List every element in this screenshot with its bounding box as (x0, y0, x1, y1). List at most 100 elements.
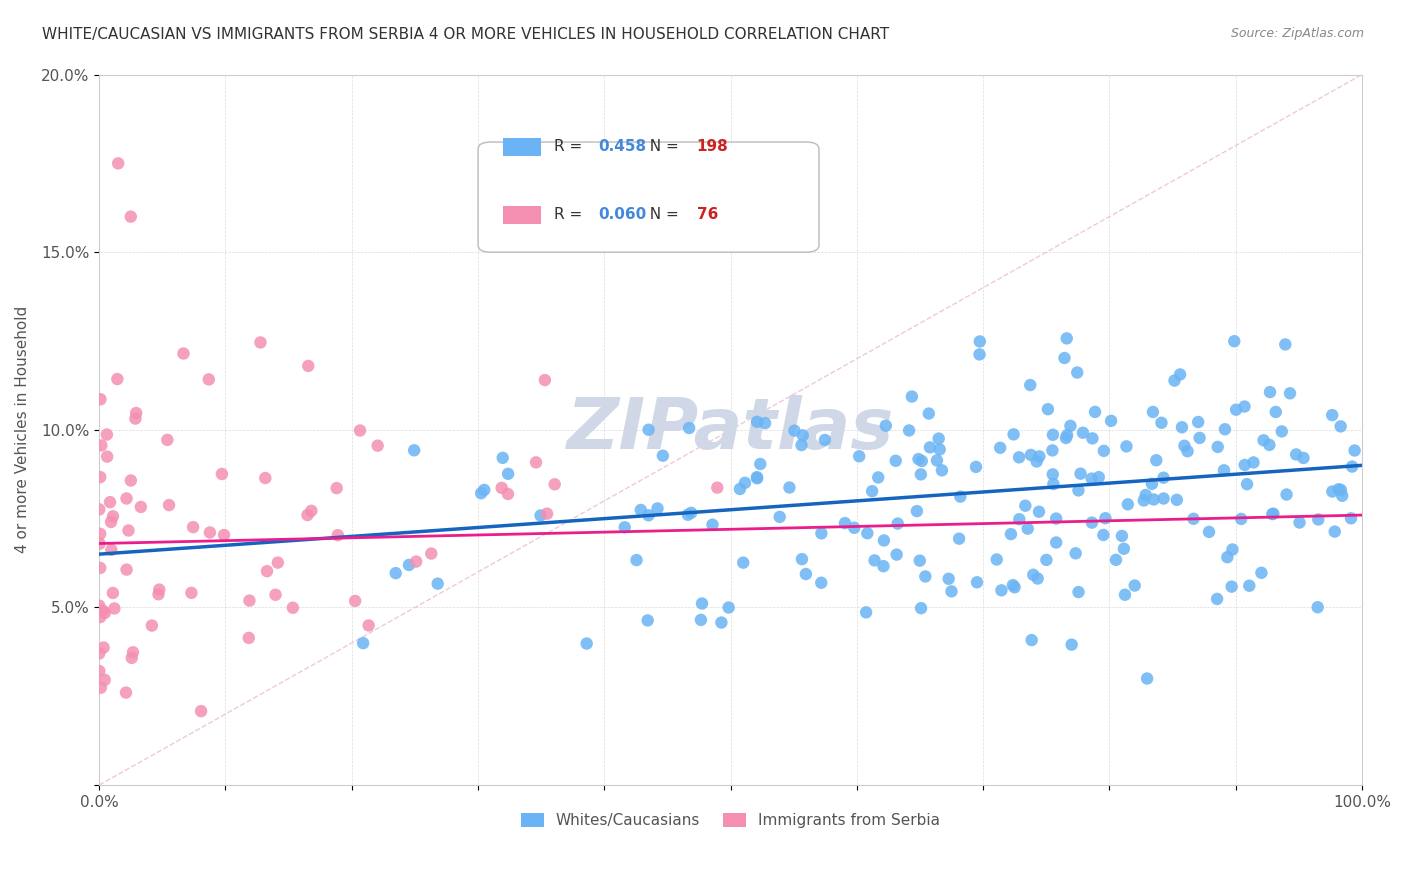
Immigrants from Serbia (115, 563, 138, 577)
Immigrants from Serbia (299, 504, 322, 518)
Immigrants from Serbia (148, 587, 170, 601)
Whites/Caucasians (938, 572, 960, 586)
Text: ZIPatlas: ZIPatlas (567, 395, 894, 465)
Whites/Caucasians (1213, 463, 1236, 477)
Whites/Caucasians (969, 334, 991, 349)
Whites/Caucasians (710, 615, 733, 630)
Whites/Caucasians (1340, 511, 1362, 525)
Whites/Caucasians (1028, 450, 1050, 464)
Whites/Caucasians (1116, 497, 1139, 511)
Whites/Caucasians (1258, 438, 1281, 452)
Whites/Caucasians (911, 454, 934, 468)
Whites/Caucasians (1002, 427, 1025, 442)
Whites/Caucasians (966, 575, 988, 590)
Immigrants from Serbia (281, 600, 304, 615)
Whites/Caucasians (1084, 405, 1107, 419)
Whites/Caucasians (778, 481, 800, 495)
Immigrants from Serbia (96, 427, 118, 442)
Whites/Caucasians (918, 407, 941, 421)
Text: 0.060: 0.060 (598, 207, 647, 222)
Whites/Caucasians (848, 450, 870, 464)
Whites/Caucasians (1105, 553, 1128, 567)
Whites/Caucasians (1022, 567, 1045, 582)
Whites/Caucasians (1343, 443, 1365, 458)
Whites/Caucasians (678, 421, 700, 435)
Immigrants from Serbia (212, 528, 235, 542)
Whites/Caucasians (1292, 450, 1315, 465)
Immigrants from Serbia (89, 502, 111, 516)
Whites/Caucasians (1308, 512, 1330, 526)
Whites/Caucasians (1040, 443, 1063, 458)
Whites/Caucasians (1150, 416, 1173, 430)
FancyBboxPatch shape (478, 142, 820, 252)
Immigrants from Serbia (89, 599, 111, 613)
Text: 76: 76 (696, 207, 718, 222)
Whites/Caucasians (1004, 580, 1026, 594)
Whites/Caucasians (1019, 378, 1042, 392)
Whites/Caucasians (941, 584, 963, 599)
Immigrants from Serbia (256, 564, 278, 578)
Immigrants from Serbia (405, 555, 427, 569)
Whites/Caucasians (702, 517, 724, 532)
Text: 0.458: 0.458 (598, 139, 647, 154)
Whites/Caucasians (1173, 439, 1195, 453)
Whites/Caucasians (1322, 484, 1344, 499)
Whites/Caucasians (1263, 507, 1285, 521)
Whites/Caucasians (1171, 420, 1194, 434)
Whites/Caucasians (1045, 535, 1067, 549)
Whites/Caucasians (872, 559, 894, 574)
Whites/Caucasians (1264, 405, 1286, 419)
Whites/Caucasians (1064, 546, 1087, 560)
Whites/Caucasians (1114, 588, 1136, 602)
Whites/Caucasians (1042, 477, 1064, 491)
Whites/Caucasians (1220, 580, 1243, 594)
Whites/Caucasians (1223, 334, 1246, 349)
Whites/Caucasians (1341, 459, 1364, 474)
Immigrants from Serbia (297, 508, 319, 522)
Whites/Caucasians (1213, 422, 1236, 436)
Whites/Caucasians (1025, 454, 1047, 468)
Text: 198: 198 (696, 139, 728, 154)
Immigrants from Serbia (344, 594, 367, 608)
Immigrants from Serbia (96, 450, 118, 464)
Whites/Caucasians (1092, 443, 1115, 458)
Immigrants from Serbia (264, 588, 287, 602)
Whites/Caucasians (647, 501, 669, 516)
Whites/Caucasians (886, 548, 908, 562)
Whites/Caucasians (733, 556, 755, 570)
Whites/Caucasians (1060, 638, 1083, 652)
Immigrants from Serbia (89, 392, 111, 407)
Whites/Caucasians (1271, 425, 1294, 439)
Whites/Caucasians (1136, 672, 1159, 686)
Whites/Caucasians (637, 614, 659, 628)
Whites/Caucasians (1225, 402, 1247, 417)
Whites/Caucasians (1036, 402, 1059, 417)
Immigrants from Serbia (101, 586, 124, 600)
Immigrants from Serbia (536, 507, 558, 521)
Legend: Whites/Caucasians, Immigrants from Serbia: Whites/Caucasians, Immigrants from Serbi… (515, 807, 946, 834)
Whites/Caucasians (1258, 385, 1281, 400)
Whites/Caucasians (1233, 458, 1256, 472)
Whites/Caucasians (1081, 516, 1104, 530)
Immigrants from Serbia (172, 346, 194, 360)
Whites/Caucasians (690, 613, 713, 627)
Immigrants from Serbia (122, 645, 145, 659)
Text: R =: R = (554, 207, 586, 222)
Whites/Caucasians (1066, 366, 1088, 380)
Whites/Caucasians (717, 600, 740, 615)
Whites/Caucasians (1323, 524, 1346, 539)
Immigrants from Serbia (89, 610, 111, 624)
Whites/Caucasians (1019, 448, 1042, 462)
Whites/Caucasians (1028, 505, 1050, 519)
Whites/Caucasians (676, 508, 699, 522)
Immigrants from Serbia (125, 406, 148, 420)
Immigrants from Serbia (544, 477, 567, 491)
Whites/Caucasians (990, 583, 1012, 598)
Whites/Caucasians (1250, 566, 1272, 580)
Whites/Caucasians (928, 442, 950, 457)
Whites/Caucasians (908, 554, 931, 568)
Immigrants from Serbia (120, 474, 142, 488)
Whites/Caucasians (1278, 386, 1301, 401)
Whites/Caucasians (898, 424, 921, 438)
Whites/Caucasians (1017, 522, 1039, 536)
